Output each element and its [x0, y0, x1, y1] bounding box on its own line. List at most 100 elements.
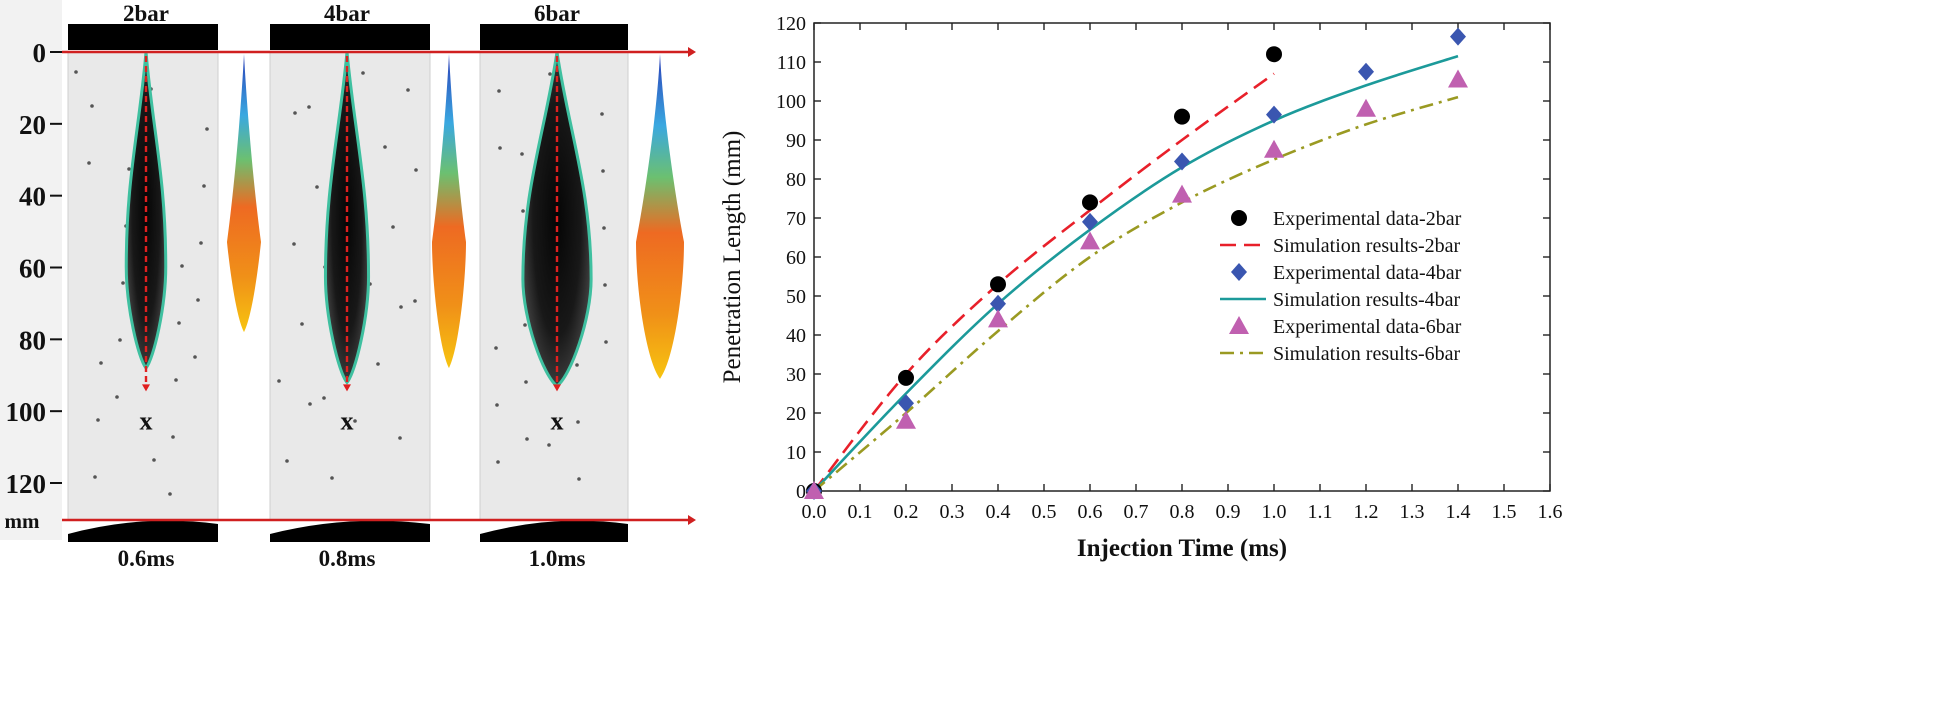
speckle-dot	[576, 420, 580, 424]
legend-label: Experimental data-6bar	[1273, 316, 1462, 338]
speckle-dot	[96, 418, 100, 422]
legend-symbol	[1231, 210, 1247, 226]
spray-frame-1: 2bar 0.6ms x	[67, 1, 261, 571]
x-tick-label: 0.9	[1216, 501, 1241, 523]
depth-tick-label: 80	[19, 325, 46, 355]
y-tick-label: 60	[786, 247, 806, 269]
speckle-dot	[525, 437, 529, 441]
speckle-dot	[399, 305, 403, 309]
spray-image-panel: 2bar 0.6ms x 4bar 0.8ms x 6bar 1.0ms x 0 20 40 60 80 1…	[0, 0, 696, 571]
arrow-head	[142, 384, 150, 392]
x-tick-label: 1.1	[1308, 501, 1333, 523]
data-point	[1172, 184, 1192, 203]
speckle-dot	[521, 209, 525, 213]
y-tick-label: 30	[786, 364, 806, 386]
simulation-plume	[636, 54, 684, 379]
data-point	[990, 294, 1006, 313]
speckle-dot	[308, 402, 312, 406]
data-point	[990, 276, 1006, 293]
y-tick-label: 40	[786, 325, 806, 347]
depth-tick-label: 20	[19, 110, 46, 140]
x-tick-label: 1.6	[1538, 501, 1563, 523]
pressure-label: 6bar	[534, 1, 580, 26]
time-label: 0.6ms	[118, 546, 175, 571]
speckle-dot	[205, 127, 209, 131]
arrow-head	[553, 384, 561, 392]
speckle-dot	[277, 379, 281, 383]
speckle-dot	[376, 362, 380, 366]
speckle-dot	[603, 283, 607, 287]
speckle-dot	[330, 476, 334, 480]
speckle-dot	[292, 242, 296, 246]
x-tick-label: 0.2	[894, 501, 919, 523]
x-tick-label: 0.5	[1032, 501, 1057, 523]
arrow-head	[343, 384, 351, 392]
x-axis-title: Injection Time (ms)	[1077, 535, 1287, 562]
speckle-dot	[383, 145, 387, 149]
y-tick-label: 50	[786, 286, 806, 308]
footer-bar	[480, 520, 628, 542]
speckle-dot	[199, 241, 203, 245]
y-tick-label: 90	[786, 130, 806, 152]
y-axis-title: Penetration Length (mm)	[719, 131, 746, 384]
speckle-dot	[74, 70, 78, 74]
data-point	[1174, 108, 1190, 125]
speckle-dot	[498, 146, 502, 150]
simulation-plume	[432, 54, 466, 369]
speckle-dot	[361, 71, 365, 75]
data-point	[804, 481, 824, 499]
plot-frame	[813, 22, 1551, 492]
speckle-dot	[353, 419, 357, 423]
data-point	[1356, 98, 1376, 117]
speckle-dot	[414, 168, 418, 172]
y-tick-label: 100	[776, 91, 806, 113]
speckle-dot	[602, 226, 606, 230]
simulation-plume	[227, 54, 261, 333]
data-point	[1264, 139, 1284, 158]
data-point	[988, 309, 1008, 328]
speckle-dot	[307, 105, 311, 109]
speckle-dot	[406, 88, 410, 92]
legend-item: Simulation results-4bar	[1220, 289, 1461, 311]
data-point	[1448, 69, 1468, 88]
legend-symbol	[1231, 263, 1247, 281]
x-tick-label: 0.4	[986, 501, 1011, 523]
speckle-dot	[93, 475, 97, 479]
tip-marker-label: x	[551, 406, 564, 435]
speckle-dot	[177, 321, 181, 325]
speckle-dot	[118, 338, 122, 342]
speckle-dot	[115, 395, 119, 399]
top-reference-arrow	[688, 47, 696, 57]
x-tick-label: 1.5	[1492, 501, 1517, 523]
time-label: 0.8ms	[319, 546, 376, 571]
data-point	[898, 394, 914, 413]
speckle-dot	[575, 363, 579, 367]
y-tick-label: 0	[796, 481, 806, 503]
y-tick-label: 70	[786, 208, 806, 230]
legend-label: Experimental data-2bar	[1273, 208, 1462, 230]
tip-marker-label: x	[140, 406, 153, 435]
series-simulation-results-4bar	[813, 54, 1459, 492]
pressure-label: 2bar	[123, 1, 169, 26]
speckle-dot	[193, 355, 197, 359]
pressure-header-bar	[480, 24, 628, 50]
speckle-dot	[300, 322, 304, 326]
penetration-chart: 0.0 0.1 0.2 0.3 0.4 0.5 0.6 0.7 0.8 0.9 1.0 1.1 1.2 1…	[719, 13, 1563, 562]
speckle-dot	[601, 169, 605, 173]
axis-label-strip	[0, 0, 62, 540]
spray-frame-2: 4bar 0.8ms x	[269, 1, 466, 571]
footer-bar	[68, 520, 218, 542]
speckle-dot	[577, 477, 581, 481]
speckle-dot	[547, 443, 551, 447]
data-point	[1450, 27, 1466, 46]
legend-item: Experimental data-4bar	[1231, 262, 1462, 284]
x-tick-label: 0.1	[848, 501, 873, 523]
speckle-dot	[391, 225, 395, 229]
depth-tick-label: 120	[6, 469, 47, 499]
data-point	[1266, 105, 1282, 124]
speckle-dot	[293, 111, 297, 115]
depth-unit-label: mm	[5, 509, 40, 533]
speckle-dot	[494, 346, 498, 350]
legend-label: Experimental data-4bar	[1273, 262, 1462, 284]
